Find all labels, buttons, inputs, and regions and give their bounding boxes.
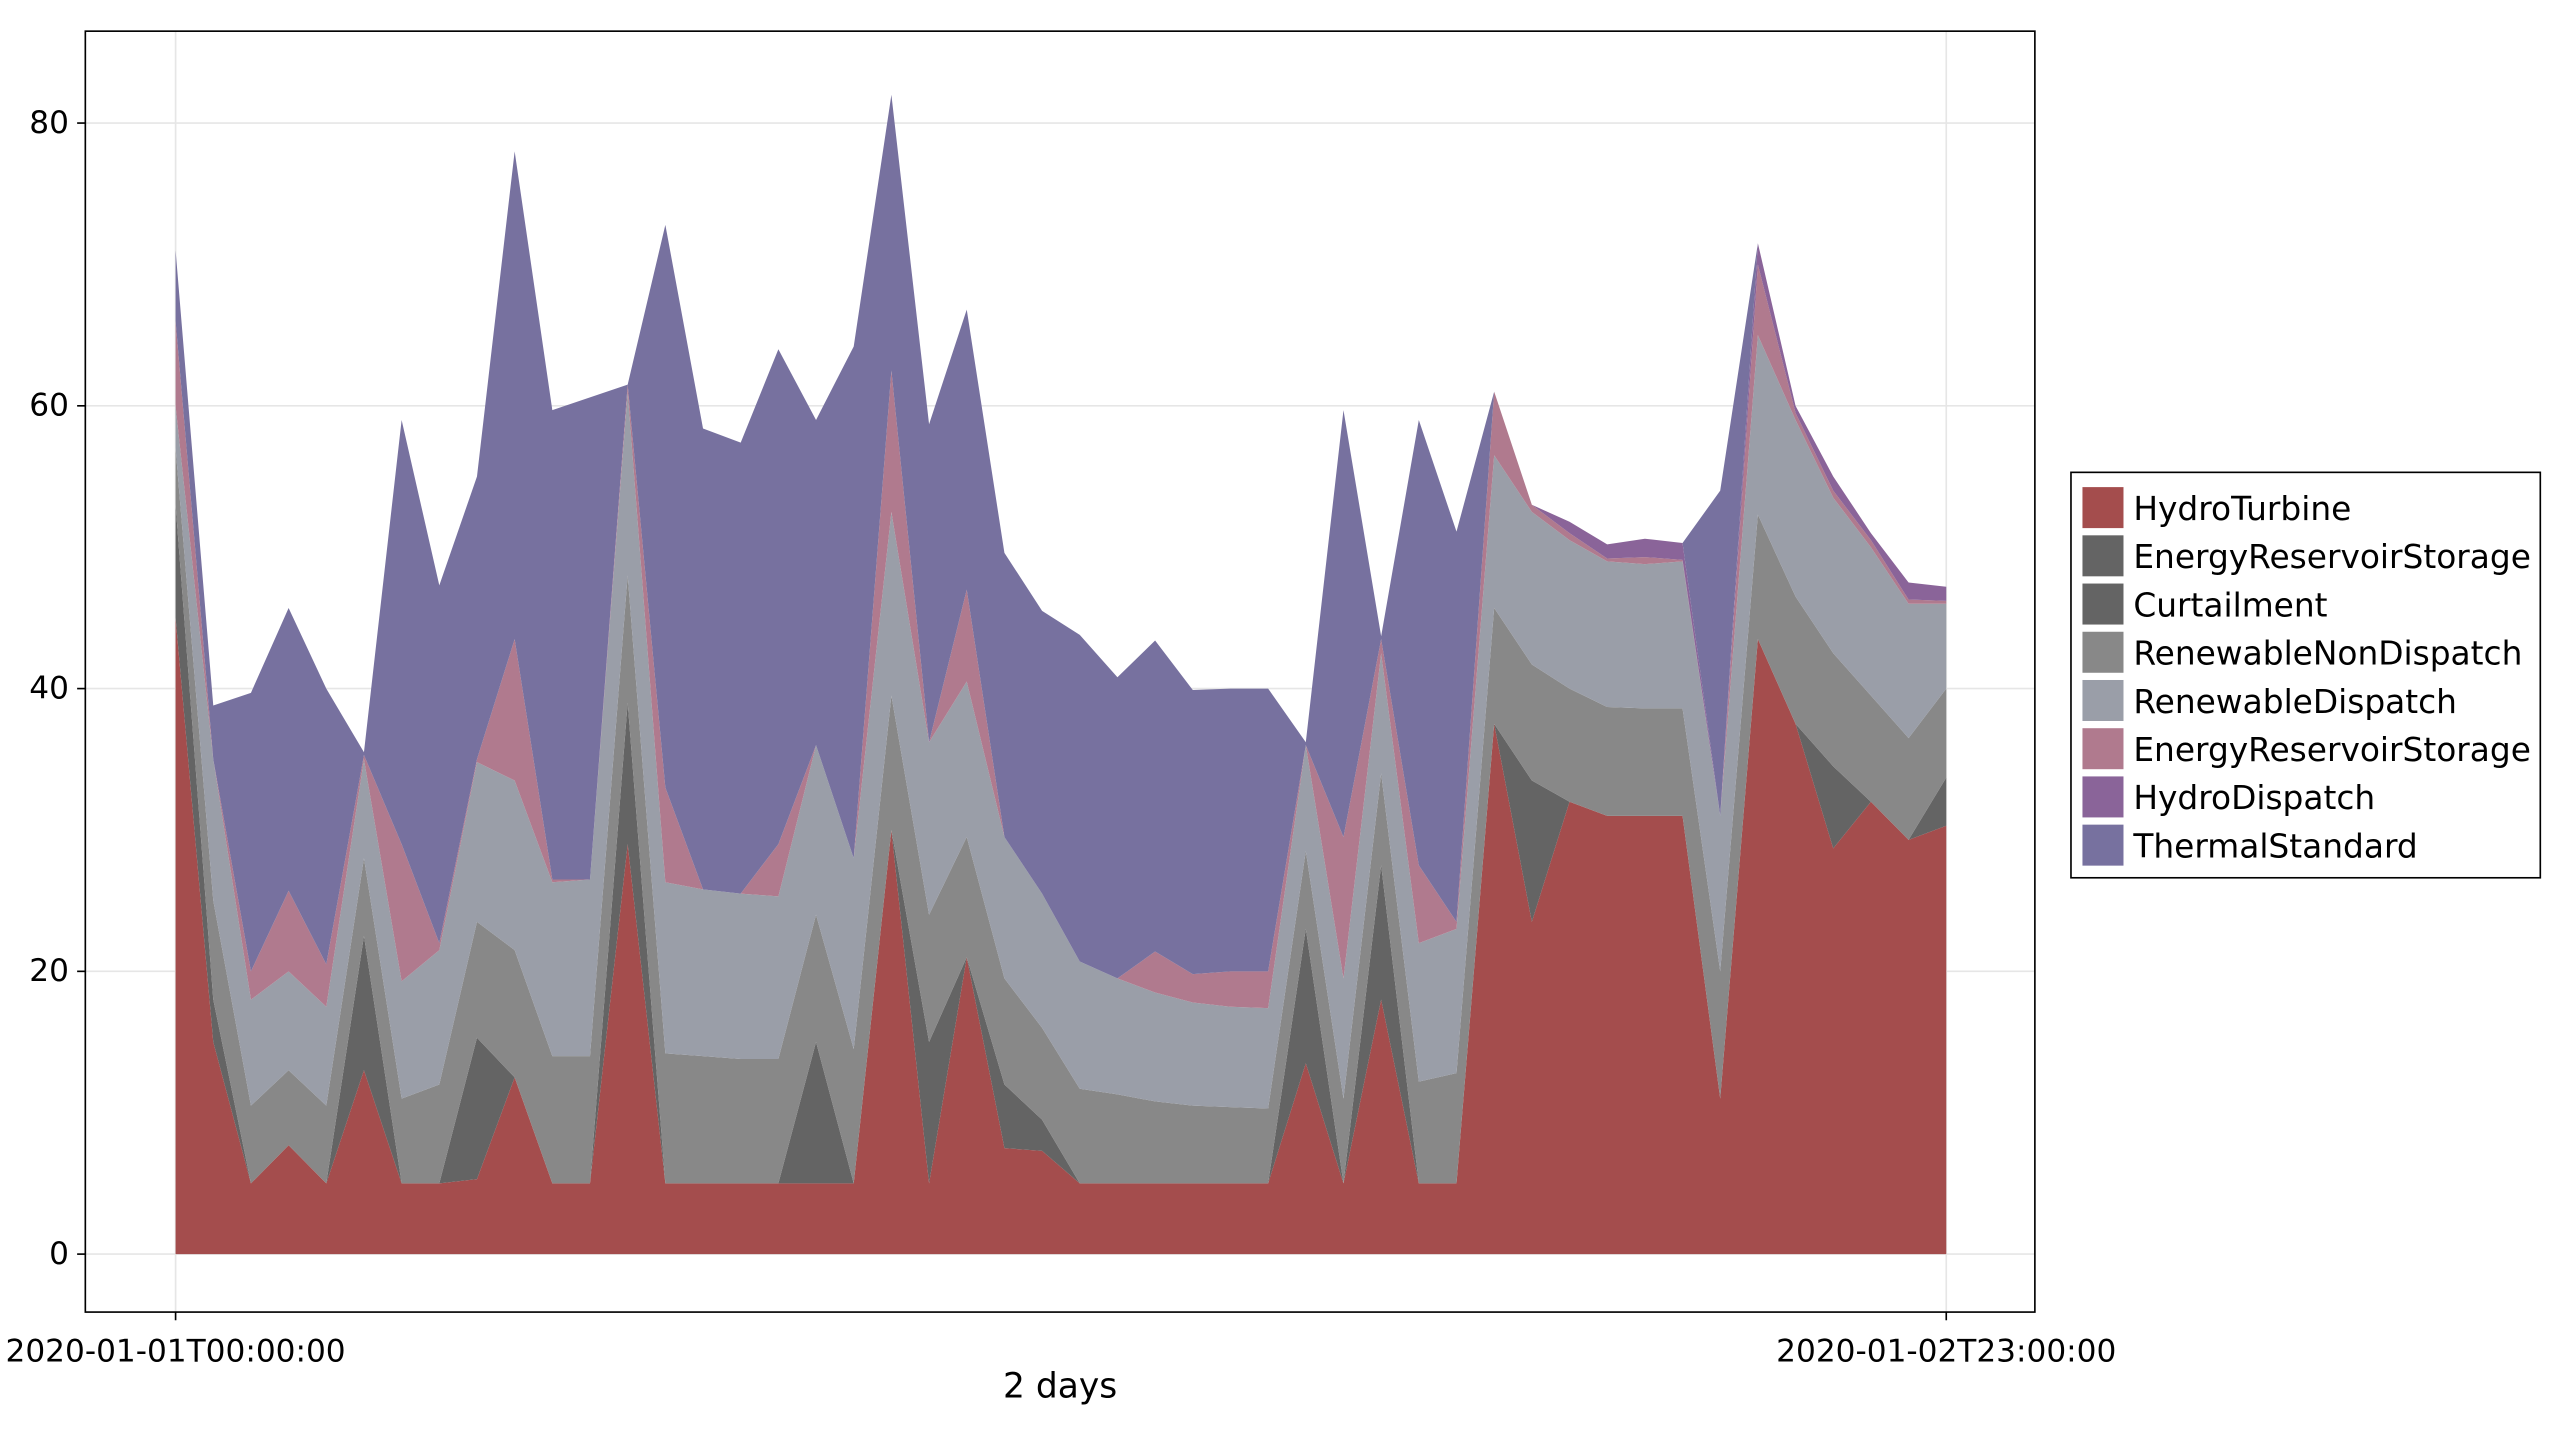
y-tick-label: 80 [29,105,69,141]
legend-frame [2070,471,2542,879]
area [175,617,1947,1255]
x-axis-label: 2 days [1003,1366,1117,1406]
legend-label: HydroTurbine [2133,490,2351,528]
legend-label: ThermalStandard [2132,827,2417,865]
x-tick-label: 2020-01-02T23:00:00 [1776,1333,2116,1369]
legend-swatch [2082,824,2124,866]
plot-frame [84,30,2036,1313]
area [175,264,1947,1009]
legend-swatch [2082,535,2124,577]
legend-swatch [2082,487,2124,529]
area [175,335,1947,1109]
legend-label: EnergyReservoirStorage [2133,731,2531,769]
legend-swatch [2082,728,2124,770]
legend-label: RenewableDispatch [2133,683,2457,721]
legend: HydroTurbine EnergyReservoirStorage Curtai… [2070,471,2542,879]
legend-swatch [2082,583,2124,625]
y-tick-label: 40 [29,670,69,706]
area [175,94,1947,979]
legend-swatch [2082,631,2124,673]
legend-label: Curtailment [2133,586,2327,624]
legend-swatch [2082,776,2124,818]
legend-label: HydroDispatch [2133,779,2375,817]
legend-label: EnergyReservoirStorage [2133,538,2531,576]
legend-label: RenewableNonDispatch [2133,635,2522,673]
y-tick-label: 0 [49,1236,69,1272]
x-tick-label: 2020-01-01T00:00:00 [6,1333,346,1369]
area [175,448,1947,1184]
y-tick-label: 20 [29,953,69,989]
y-tick-label: 60 [29,388,69,424]
legend-swatch [2082,679,2124,721]
